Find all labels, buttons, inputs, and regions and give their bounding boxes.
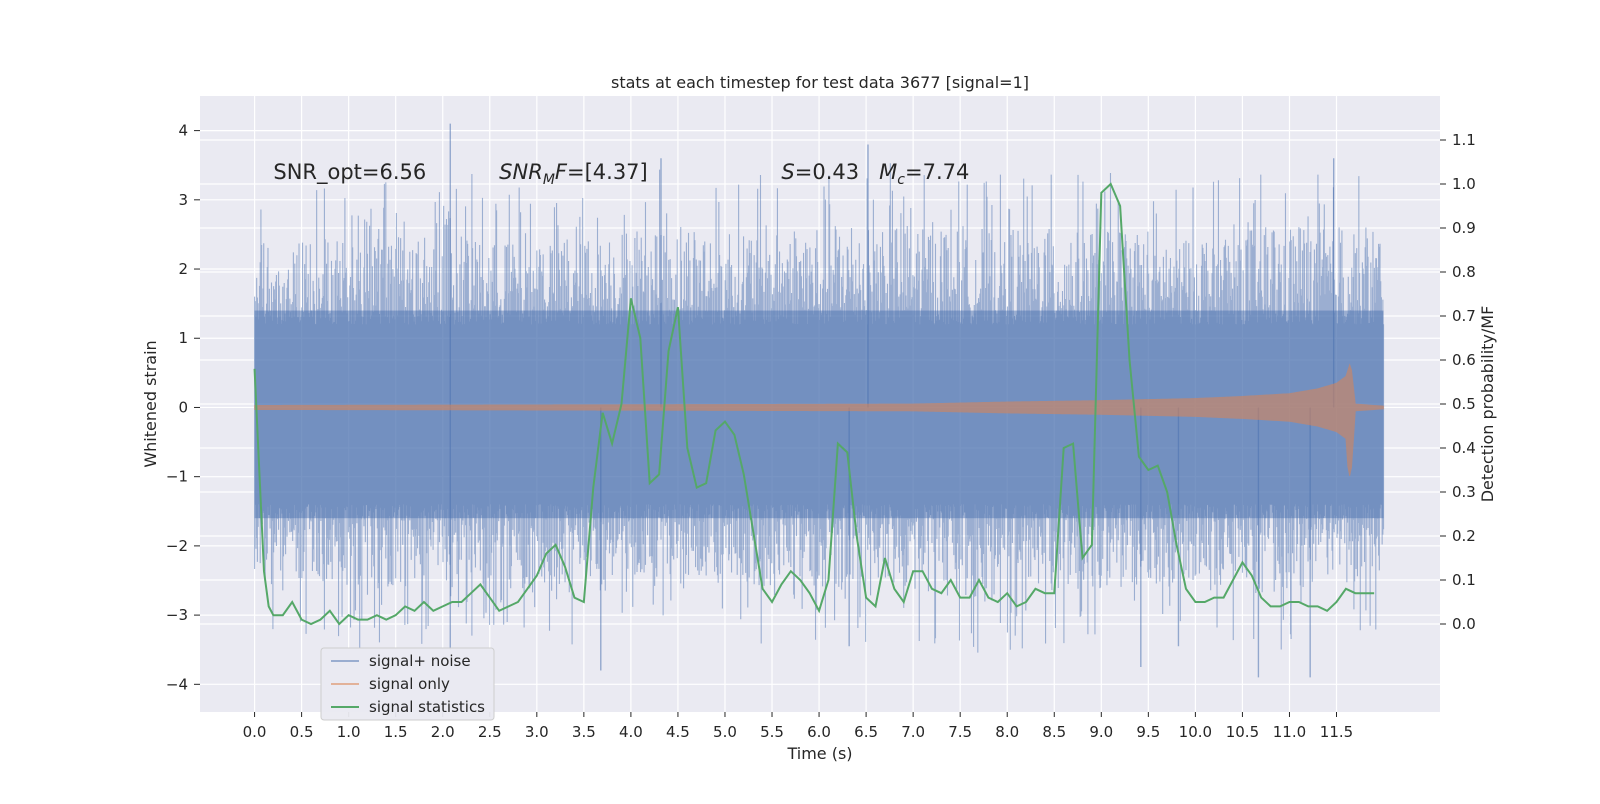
x-tick-label: 0.0 (243, 723, 267, 741)
annotations: SNR_opt=6.56 SNRMF=[4.37] S=0.43 Mc=7.74 (273, 160, 969, 188)
x-tick-label: 4.5 (666, 723, 690, 741)
y-axis-left-ticks: 4 3 2 1 0 −1 −2 −3 −4 (166, 122, 200, 693)
x-tick-label: 5.0 (713, 723, 737, 741)
y-right-tick-label: 0.9 (1452, 219, 1476, 237)
x-tick-label: 7.5 (948, 723, 972, 741)
y-left-tick-label: −4 (166, 675, 188, 693)
y-right-tick-label: 1.0 (1452, 175, 1476, 193)
legend-box (320, 647, 495, 721)
y-right-tick-label: 0.0 (1452, 615, 1476, 633)
x-tick-label: 10.0 (1179, 723, 1212, 741)
y-left-tick-label: 3 (178, 191, 188, 209)
legend-label-signal-noise: signal+ noise (369, 652, 471, 670)
y-left-tick-label: 4 (178, 122, 188, 140)
y-right-tick-label: 0.2 (1452, 527, 1476, 545)
x-tick-label: 3.0 (525, 723, 549, 741)
x-tick-label: 1.5 (384, 723, 408, 741)
legend-label-signal-only: signal only (369, 675, 450, 693)
y-left-tick-label: 2 (178, 260, 188, 278)
y-right-tick-label: 0.7 (1452, 307, 1476, 325)
y-axis-right-label: Detection probability/MF (1478, 306, 1497, 503)
signal-statistics-line (253, 182, 1375, 626)
x-tick-label: 8.0 (995, 723, 1019, 741)
y-right-tick-label: 0.8 (1452, 263, 1476, 281)
signal-only-trace (254, 363, 1384, 476)
x-tick-label: 11.0 (1273, 723, 1306, 741)
annotation-snr-mf: SNRMF=[4.37] (499, 160, 648, 188)
x-tick-label: 9.5 (1136, 723, 1160, 741)
x-tick-label: 4.0 (619, 723, 643, 741)
y-axis-left-label: Whitened strain (141, 340, 160, 467)
y-left-tick-label: 0 (178, 398, 188, 416)
x-tick-label: 3.5 (572, 723, 596, 741)
y-left-tick-label: −3 (166, 606, 188, 624)
y-right-tick-label: 1.1 (1452, 131, 1476, 149)
x-tick-label: 11.5 (1320, 723, 1353, 741)
x-tick-label: 2.5 (478, 723, 502, 741)
x-tick-label: 7.0 (901, 723, 925, 741)
annotation-snr-opt: SNR_opt=6.56 (273, 160, 426, 185)
legend-label-signal-statistics: signal statistics (369, 698, 485, 716)
x-tick-label: 0.5 (290, 723, 314, 741)
x-tick-label: 5.5 (760, 723, 784, 741)
x-tick-label: 2.0 (431, 723, 455, 741)
chart-title: stats at each timestep for test data 367… (611, 73, 1029, 92)
y-left-tick-label: −1 (166, 468, 188, 486)
y-right-tick-label: 0.1 (1452, 571, 1476, 589)
signal-statistics-layer (253, 182, 1375, 626)
x-tick-label: 6.5 (854, 723, 878, 741)
x-axis-label: Time (s) (786, 744, 852, 763)
y-right-tick-label: 0.6 (1452, 351, 1476, 369)
y-right-tick-label: 0.5 (1452, 395, 1476, 413)
y-left-tick-label: 1 (178, 329, 188, 347)
x-tick-label: 8.5 (1042, 723, 1066, 741)
x-tick-label: 1.0 (337, 723, 361, 741)
y-axis-right-ticks: 1.1 1.0 0.9 0.8 0.7 0.6 0.5 0.4 0.3 0.2 0.1 0.0 (1440, 131, 1476, 633)
signal-only-layer (254, 363, 1384, 476)
x-tick-label: 9.0 (1089, 723, 1113, 741)
y-left-tick-label: −2 (166, 537, 188, 555)
y-right-tick-label: 0.3 (1452, 483, 1476, 501)
x-axis-ticks: 0.0 0.5 1.0 1.5 2.0 2.5 3.0 3.5 4.0 4.5 5.0 5.5 6.0 6… (243, 712, 1353, 741)
y-right-tick-label: 0.4 (1452, 439, 1476, 457)
annotation-s-mc: S=0.43 Mc=7.74 (781, 160, 969, 188)
x-tick-label: 10.5 (1226, 723, 1259, 741)
legend: signal+ noise signal only signal statist… (320, 647, 495, 721)
x-tick-label: 6.0 (807, 723, 831, 741)
